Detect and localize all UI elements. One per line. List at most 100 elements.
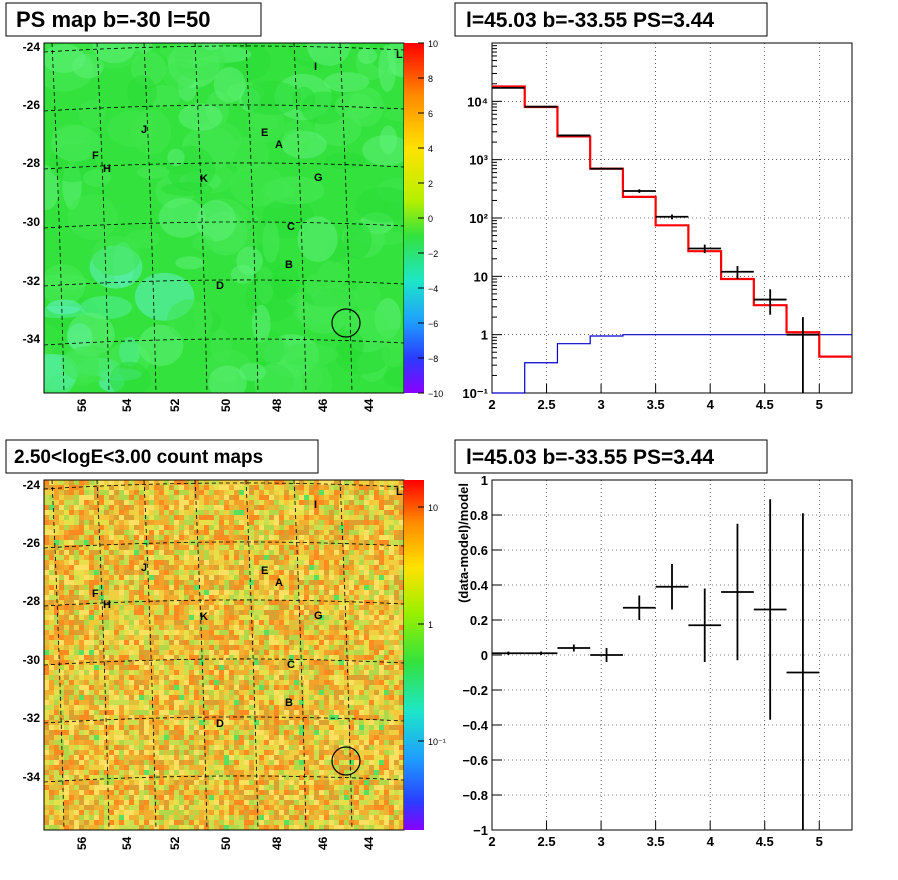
count-pixel (179, 490, 184, 495)
count-pixel (219, 745, 224, 750)
count-pixel (74, 735, 79, 740)
count-pixel (179, 585, 184, 590)
count-pixel (204, 565, 209, 570)
count-pixel (164, 485, 169, 490)
count-pixel (199, 515, 204, 520)
count-pixel (389, 485, 394, 490)
count-pixel (279, 665, 284, 670)
count-pixel (49, 580, 54, 585)
count-pixel (64, 700, 69, 705)
count-pixel (284, 565, 289, 570)
count-pixel (329, 800, 334, 805)
count-pixel (394, 575, 399, 580)
count-pixel (99, 745, 104, 750)
count-pixel (69, 730, 74, 735)
count-pixel (309, 775, 314, 780)
count-pixel (144, 590, 149, 595)
count-pixel (114, 690, 119, 695)
count-pixel (389, 690, 394, 695)
count-pixel (189, 575, 194, 580)
count-pixel (204, 580, 209, 585)
count-pixel (379, 560, 384, 565)
count-pixel (59, 570, 64, 575)
count-pixel (119, 515, 124, 520)
count-pixel (114, 750, 119, 755)
count-pixel (279, 795, 284, 800)
count-pixel (109, 505, 114, 510)
count-pixel (294, 705, 299, 710)
count-pixel (44, 780, 49, 785)
count-pixel (269, 780, 274, 785)
count-pixel (164, 665, 169, 670)
count-pixel (304, 565, 309, 570)
count-pixel (134, 645, 139, 650)
count-pixel (354, 580, 359, 585)
count-pixel (334, 635, 339, 640)
count-pixel (214, 555, 219, 560)
count-pixel (399, 735, 404, 740)
count-pixel (179, 640, 184, 645)
count-pixel (394, 785, 399, 790)
count-pixel (379, 615, 384, 620)
count-pixel (184, 725, 189, 730)
count-pixel (179, 635, 184, 640)
count-pixel (384, 715, 389, 720)
count-pixel (324, 560, 329, 565)
count-pixel (169, 490, 174, 495)
count-pixel (324, 725, 329, 730)
count-pixel (239, 805, 244, 810)
count-pixel (59, 690, 64, 695)
count-pixel (324, 500, 329, 505)
count-pixel (229, 480, 234, 485)
count-pixel (229, 760, 234, 765)
count-pixel (119, 790, 124, 795)
count-pixel (194, 675, 199, 680)
count-pixel (329, 570, 334, 575)
count-pixel (224, 625, 229, 630)
count-pixel (394, 780, 399, 785)
count-pixel (159, 490, 164, 495)
count-pixel (64, 695, 69, 700)
count-pixel (324, 665, 329, 670)
count-pixel (59, 590, 64, 595)
count-pixel (74, 655, 79, 660)
count-pixel (129, 710, 134, 715)
count-pixel (174, 690, 179, 695)
count-pixel (74, 710, 79, 715)
count-pixel (279, 505, 284, 510)
count-pixel (379, 620, 384, 625)
count-pixel (49, 785, 54, 790)
count-pixel (324, 485, 329, 490)
count-pixel (249, 680, 254, 685)
count-pixel (399, 555, 404, 560)
count-pixel (399, 560, 404, 565)
count-pixel (219, 530, 224, 535)
count-pixel (59, 510, 64, 515)
count-pixel (179, 615, 184, 620)
count-pixel (374, 540, 379, 545)
count-pixel (284, 570, 289, 575)
count-pixel (324, 555, 329, 560)
count-pixel (114, 595, 119, 600)
count-pixel (309, 555, 314, 560)
count-pixel (349, 760, 354, 765)
count-pixel (194, 530, 199, 535)
count-pixel (189, 700, 194, 705)
count-pixel (354, 490, 359, 495)
count-pixel (219, 665, 224, 670)
count-pixel (224, 675, 229, 680)
count-pixel (289, 495, 294, 500)
count-pixel (364, 680, 369, 685)
count-pixel (249, 590, 254, 595)
count-pixel (389, 515, 394, 520)
count-pixel (114, 580, 119, 585)
count-pixel (99, 495, 104, 500)
count-pixel (114, 680, 119, 685)
count-pixel (264, 485, 269, 490)
count-pixel (79, 810, 84, 815)
count-pixel (354, 485, 359, 490)
count-pixel (224, 570, 229, 575)
count-pixel (299, 545, 304, 550)
count-pixel (374, 640, 379, 645)
count-pixel (239, 540, 244, 545)
